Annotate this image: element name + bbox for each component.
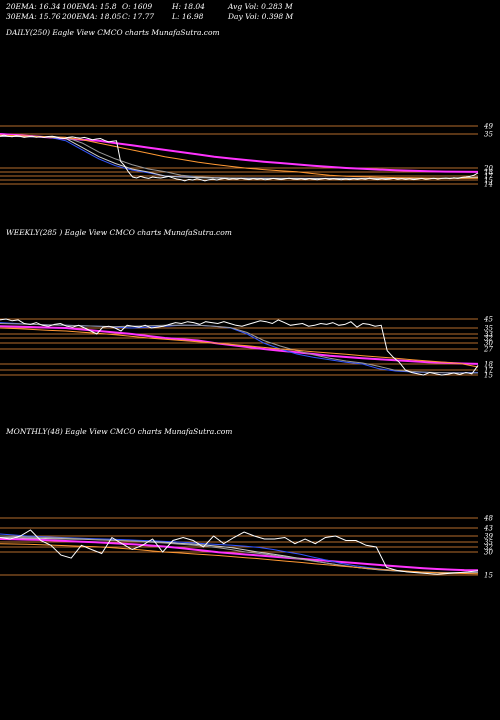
weekly-y-tick-label: 33 [484, 331, 493, 339]
high-label: H: 18.04 [172, 2, 205, 11]
daily-price-line [0, 134, 479, 182]
day-vol-label: Day Vol: 0.398 M [228, 12, 294, 21]
monthly-y-tick-label: 43 [483, 525, 493, 533]
weekly-y-tick-label: 35 [484, 325, 493, 333]
weekly-y-tick-label: 32 [484, 335, 493, 343]
daily-ma-line-5 [0, 134, 478, 179]
daily-y-tick-label: 14 [484, 181, 493, 189]
monthly-y-tick-label: 35 [484, 539, 493, 547]
weekly-y-tick-label: 27 [483, 346, 493, 354]
weekly-price-line [0, 318, 479, 376]
weekly-panel-title: WEEKLY(285 ) Eagle View CMCO charts Muna… [6, 228, 232, 237]
weekly-y-tick-label: 15 [484, 372, 493, 380]
daily-y-tick-label: 20 [483, 165, 493, 173]
monthly-y-tick-label: 39 [484, 533, 493, 541]
weekly-y-tick-label: 45 [483, 316, 493, 324]
monthly-panel-title: MONTHLY(48) Eagle View CMCO charts Munaf… [6, 427, 233, 436]
daily-y-tick-label: 49 [483, 123, 493, 131]
ema100-label: 100EMA: 15.8 [62, 2, 117, 11]
monthly-y-tick-label: 15 [484, 572, 493, 580]
avg-vol-label: Avg Vol: 0.283 M [228, 2, 293, 11]
monthly-ma-line-5 [0, 543, 479, 575]
monthly-ma-line-1 [0, 538, 479, 572]
ema200-label: 200EMA: 18.05 [62, 12, 122, 21]
weekly-y-tick-label: 18 [484, 361, 493, 369]
monthly-price-line [0, 529, 479, 575]
daily-y-tick-label: 15 [484, 177, 493, 185]
monthly-y-tick-label: 30 [484, 549, 493, 557]
ema20-label: 20EMA: 16.34 [6, 2, 61, 11]
daily-y-tick-label: 35 [484, 131, 493, 139]
daily-panel-title: DAILY(250) Eagle View CMCO charts Munafa… [6, 28, 220, 37]
weekly-ma-line-4 [0, 327, 479, 368]
weekly-y-tick-label: 17 [484, 367, 493, 375]
monthly-y-tick-label: 32 [484, 544, 493, 552]
monthly-y-tick-label: 48 [483, 515, 493, 523]
ema30-label: 30EMA: 15.76 [6, 12, 61, 21]
daily-y-tick-label: 18 [484, 169, 493, 177]
open-label: O: 1609 [122, 2, 153, 11]
weekly-y-tick-label: 30 [484, 340, 493, 348]
daily-y-tick-label: 17 [484, 173, 493, 181]
close-label: C: 17.77 [122, 12, 155, 21]
low-label: L: 16.98 [172, 12, 204, 21]
weekly-ma-line-1 [0, 325, 479, 365]
